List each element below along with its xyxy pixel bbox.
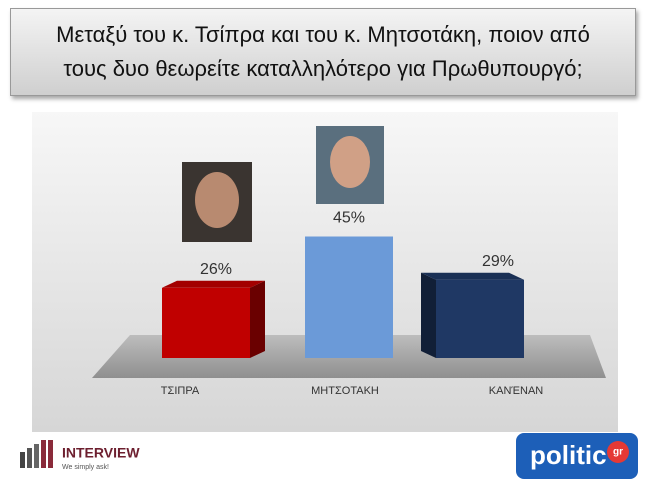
x-tick-label: ΜΗΤΣΟΤΑΚΗ	[311, 385, 379, 397]
bar	[162, 287, 250, 358]
logo-suffix: gr	[613, 447, 623, 458]
x-tick-label: ΚΑΝΈΝΑΝ	[489, 385, 544, 397]
logo-left: INTERVIEW We simply ask!	[20, 440, 140, 471]
value-label: 29%	[482, 253, 514, 270]
logo-text: politic	[530, 440, 607, 470]
bar-side	[421, 272, 436, 358]
bar-side	[250, 280, 265, 358]
bar-top	[421, 272, 524, 280]
logo-text: INTERVIEW	[62, 445, 140, 461]
bar-top	[162, 280, 265, 288]
bar	[436, 279, 524, 358]
photo-face	[330, 136, 370, 188]
logo-box	[516, 433, 638, 479]
logo-mark	[48, 440, 53, 468]
photo-face	[195, 172, 239, 228]
value-label: 26%	[200, 261, 232, 278]
logo-right: politic gr	[516, 433, 638, 479]
chart-title: Μεταξύ του κ. Τσίπρα και του κ. Μητσοτάκ…	[10, 8, 636, 96]
logo-badge	[607, 441, 629, 463]
bar	[305, 236, 393, 358]
logo-mark	[27, 448, 32, 468]
logo-mark	[34, 444, 39, 468]
x-tick-label: ΤΣΙΠΡΑ	[161, 385, 200, 397]
logo-tagline: We simply ask!	[62, 464, 109, 471]
value-label: 45%	[333, 210, 365, 227]
logo-mark	[41, 440, 46, 468]
logo-mark	[20, 452, 25, 468]
